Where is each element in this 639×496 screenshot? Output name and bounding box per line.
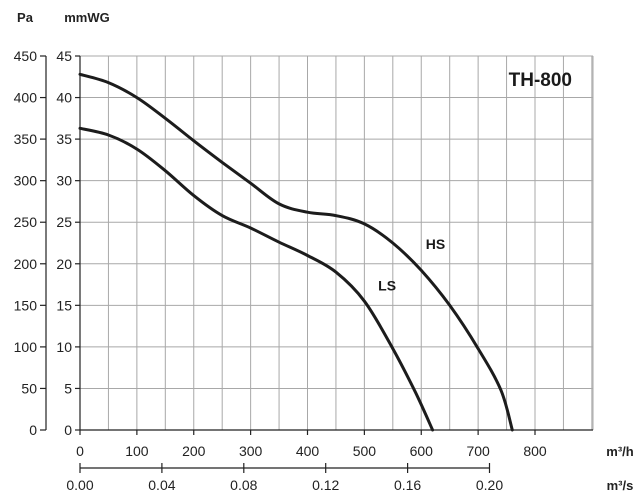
x-tick-label-m3h: 100 (125, 443, 149, 459)
curve-label-ls: LS (378, 277, 396, 293)
x-tick-label-m3h: 600 (410, 443, 434, 459)
y-tick-label-mmwg: 5 (64, 380, 72, 396)
x-tick-label-m3h: 300 (239, 443, 263, 459)
y-tick-label-pa: 0 (29, 422, 37, 438)
y-unit-mmwg: mmWG (64, 10, 110, 25)
x-tick-label-m3h: 400 (296, 443, 320, 459)
x-unit-m3s: m³/s (607, 478, 634, 493)
y-tick-label-pa: 100 (14, 339, 38, 355)
y-tick-label-mmwg: 0 (64, 422, 72, 438)
y-unit-pa: Pa (17, 10, 34, 25)
y-tick-label-pa: 150 (14, 297, 38, 313)
curve-hs (78, 72, 514, 432)
y-tick-label-pa: 400 (14, 90, 38, 106)
y-tick-label-mmwg: 10 (56, 339, 72, 355)
x-tick-label-m3s: 0.04 (148, 477, 175, 493)
x-tick-label-m3s: 0.20 (476, 477, 503, 493)
y-tick-label-mmwg: 35 (56, 131, 72, 147)
x-tick-label-m3h: 800 (523, 443, 547, 459)
x-tick-label-m3s: 0.16 (394, 477, 421, 493)
y-tick-label-pa: 250 (14, 214, 38, 230)
model-title: TH-800 (509, 70, 572, 91)
curve-label-hs: HS (426, 236, 445, 252)
y-tick-label-pa: 450 (14, 48, 38, 64)
x-tick-label-m3s: 0.12 (312, 477, 339, 493)
y-tick-label-pa: 350 (14, 131, 38, 147)
x-tick-label-m3s: 0.08 (230, 477, 257, 493)
y-tick-label-mmwg: 20 (56, 256, 72, 272)
x-tick-label-m3h: 500 (353, 443, 377, 459)
x-unit-m3h: m³/h (606, 444, 634, 459)
curve-ls (78, 126, 435, 432)
y-tick-label-pa: 300 (14, 173, 38, 189)
y-tick-label-mmwg: 45 (56, 48, 72, 64)
y-tick-label-mmwg: 25 (56, 214, 72, 230)
x-tick-label-m3h: 0 (76, 443, 84, 459)
y-tick-label-pa: 50 (21, 380, 37, 396)
y-tick-label-pa: 200 (14, 256, 38, 272)
axes-group (40, 55, 593, 473)
y-tick-label-mmwg: 30 (56, 173, 72, 189)
x-tick-label-m3h: 700 (466, 443, 490, 459)
x-tick-label-m3h: 200 (182, 443, 206, 459)
y-tick-label-mmwg: 15 (56, 297, 72, 313)
y-tick-label-mmwg: 40 (56, 90, 72, 106)
x-tick-label-m3s: 0.00 (66, 477, 93, 493)
curves-group (78, 72, 514, 432)
